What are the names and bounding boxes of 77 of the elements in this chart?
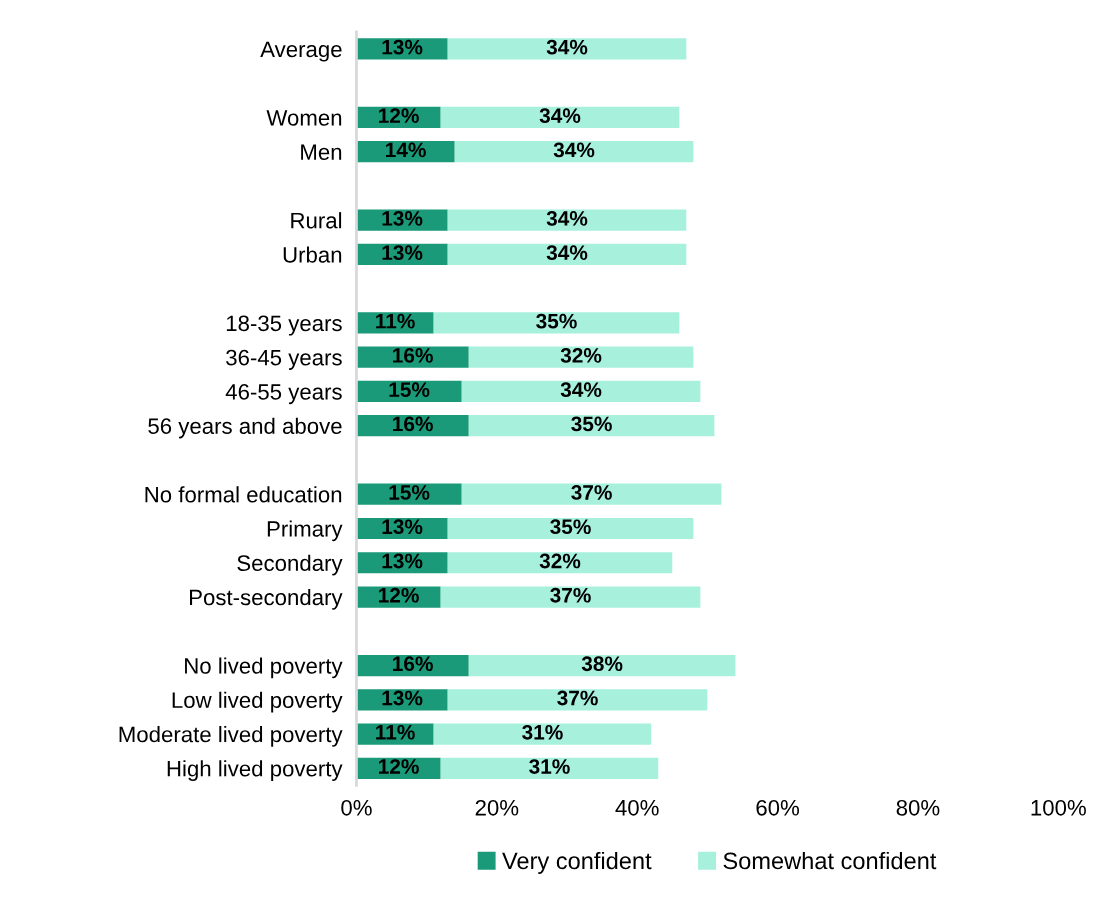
y-tick-label: 56 years and above <box>148 417 342 439</box>
y-tick-label: 46-55 years <box>225 384 342 405</box>
data-label: 35% <box>571 416 612 432</box>
data-label: 14% <box>386 142 426 158</box>
y-tick-label: 36-45 years <box>226 349 342 370</box>
bar <box>440 586 701 608</box>
y-tick-label: Moderate lived poverty <box>119 725 343 747</box>
data-label: 13% <box>382 245 423 261</box>
data-label: 35% <box>550 519 591 535</box>
bar <box>468 654 736 677</box>
data-label: 35% <box>536 313 577 329</box>
data-label: 15% <box>389 382 430 398</box>
legend-label: Very confident <box>502 851 652 874</box>
data-label: 37% <box>571 485 612 500</box>
data-label: 12% <box>379 587 419 603</box>
x-tick-label: 40% <box>615 799 659 816</box>
bar <box>447 38 687 60</box>
bar <box>356 38 448 60</box>
data-label: 34% <box>539 108 581 124</box>
data-label: 12% <box>379 108 419 123</box>
data-label: 32% <box>560 348 602 363</box>
x-tick-label: 0% <box>341 799 372 816</box>
y-tick-label: No lived poverty <box>185 657 343 679</box>
data-label: 11% <box>376 313 415 329</box>
bar <box>440 106 680 129</box>
data-label: 16% <box>393 656 433 672</box>
x-tick-label: 60% <box>756 799 800 816</box>
data-label: 31% <box>529 759 570 774</box>
data-label: 34% <box>553 142 595 158</box>
data-label: 15% <box>389 485 430 500</box>
bar <box>447 552 673 574</box>
data-label: 32% <box>539 553 581 569</box>
data-label: 11% <box>376 724 415 740</box>
bar <box>447 209 687 231</box>
y-tick-label: Low lived poverty <box>172 691 343 713</box>
data-label: 16% <box>393 348 433 363</box>
data-label: 16% <box>393 416 433 432</box>
data-label: 38% <box>581 656 623 672</box>
y-tick-label: Average <box>260 41 342 62</box>
bar <box>468 346 694 368</box>
y-tick-label: Men <box>301 144 342 160</box>
data-label: 13% <box>382 519 423 535</box>
y-tick-label: Post-secondary <box>190 588 343 610</box>
data-label: 13% <box>382 39 423 55</box>
data-label: 34% <box>560 382 602 398</box>
bar <box>440 757 659 779</box>
data-label: 13% <box>382 211 423 226</box>
y-tick-label: Primary <box>267 520 343 542</box>
bar <box>468 415 715 437</box>
y-tick-label: Urban <box>283 246 342 263</box>
bar <box>433 723 652 745</box>
legend-label: Somewhat confident <box>723 851 937 870</box>
data-label: 37% <box>550 587 591 603</box>
y-tick-label: High lived poverty <box>167 760 343 781</box>
x-tick-label: 80% <box>896 799 940 816</box>
data-label: 34% <box>546 245 588 261</box>
y-tick-label: Secondary <box>237 554 343 576</box>
data-label: 37% <box>557 690 598 706</box>
y-tick-label: Rural <box>291 212 342 229</box>
bar <box>447 689 708 711</box>
bar <box>454 141 694 163</box>
data-label: 34% <box>546 211 588 226</box>
data-label: 13% <box>382 553 423 569</box>
data-label: 12% <box>379 759 419 774</box>
y-tick-label: 18-35 years <box>226 315 342 336</box>
bar <box>461 483 722 505</box>
data-label: 31% <box>522 724 563 740</box>
data-label: 34% <box>546 39 588 55</box>
bar <box>433 312 680 334</box>
bar <box>461 380 701 403</box>
x-tick-label: 100% <box>1031 799 1086 816</box>
x-tick-label: 20% <box>475 799 519 816</box>
y-tick-label: No formal education <box>145 486 342 503</box>
bar <box>447 517 694 540</box>
data-label: 13% <box>382 690 423 706</box>
y-tick-label: Women <box>266 110 342 126</box>
bar <box>447 243 687 266</box>
